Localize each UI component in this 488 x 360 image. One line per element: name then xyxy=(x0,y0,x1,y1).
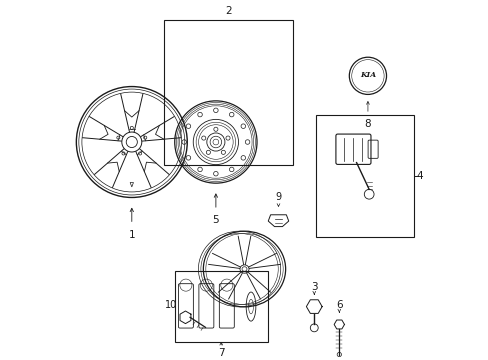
Polygon shape xyxy=(306,300,322,314)
Text: 3: 3 xyxy=(310,282,317,292)
Text: 1: 1 xyxy=(128,230,135,240)
Text: 8: 8 xyxy=(364,120,370,130)
Text: KIA: KIA xyxy=(359,71,375,79)
Text: 4: 4 xyxy=(416,171,422,181)
Bar xyxy=(315,115,414,237)
Text: 10: 10 xyxy=(164,300,177,310)
Polygon shape xyxy=(333,320,344,329)
Text: 7: 7 xyxy=(218,348,224,358)
Polygon shape xyxy=(180,311,190,324)
Text: 5: 5 xyxy=(212,215,219,225)
Text: 9: 9 xyxy=(275,193,281,202)
Bar xyxy=(163,21,292,165)
Text: 2: 2 xyxy=(224,6,231,17)
Text: 6: 6 xyxy=(335,300,342,310)
Bar xyxy=(174,271,267,342)
